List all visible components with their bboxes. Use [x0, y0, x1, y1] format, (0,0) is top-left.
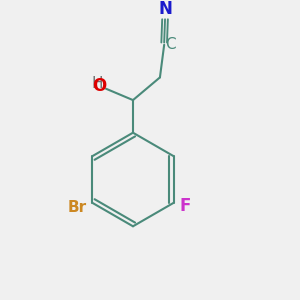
- Text: N: N: [158, 0, 172, 18]
- Text: C: C: [165, 37, 176, 52]
- Text: Br: Br: [67, 200, 86, 214]
- Text: O: O: [92, 77, 106, 95]
- Text: F: F: [179, 197, 190, 215]
- Text: H: H: [91, 76, 103, 91]
